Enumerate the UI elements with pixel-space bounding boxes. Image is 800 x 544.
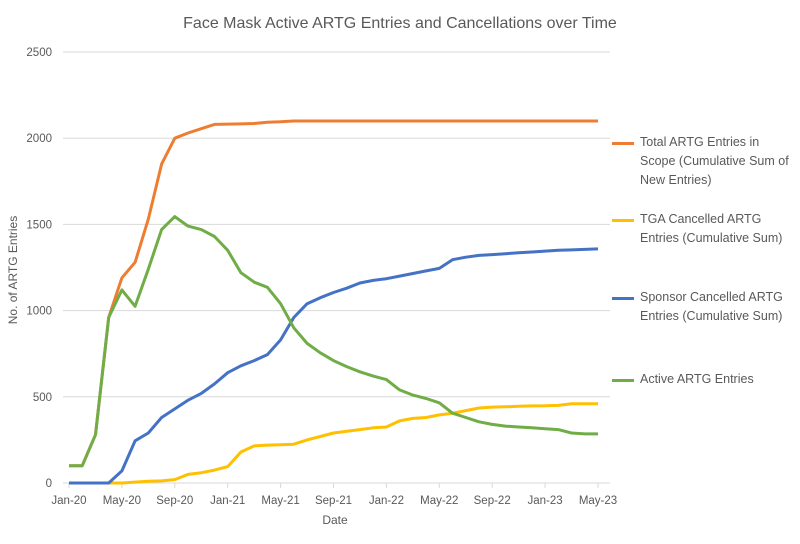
x-tick-label: May-23 — [579, 495, 617, 507]
legend-item-sponsor: Sponsor Cancelled ARTG Entries (Cumulati… — [612, 288, 792, 326]
x-tick-label: Sep-20 — [156, 495, 193, 507]
y-tick-label: 1500 — [26, 219, 52, 231]
legend-swatch — [612, 142, 634, 145]
legend-item-tga: TGA Cancelled ARTG Entries (Cumulative S… — [612, 210, 792, 248]
x-tick-label: Jan-20 — [51, 495, 86, 507]
series-line-3 — [69, 215, 598, 468]
series-line-0 — [69, 119, 598, 468]
x-tick-label: May-21 — [261, 495, 299, 507]
y-tick-label: 2500 — [26, 47, 52, 59]
x-tick-label: Jan-21 — [210, 495, 245, 507]
x-tick-label: Jan-23 — [528, 495, 563, 507]
legend-swatch — [612, 379, 634, 382]
legend-label: TGA Cancelled ARTG Entries (Cumulative S… — [640, 212, 783, 245]
x-tick-label: Sep-22 — [474, 495, 511, 507]
series-line-1 — [108, 402, 598, 485]
x-axis-label: Date — [322, 513, 348, 527]
legend-label: Total ARTG Entries in Scope (Cumulative … — [640, 135, 789, 187]
x-tick-label: May-20 — [103, 495, 141, 507]
y-tick-label: 500 — [33, 392, 52, 404]
legend-swatch — [612, 297, 634, 300]
y-axis-label: No. of ARTG Entries — [6, 216, 20, 325]
y-tick-label: 2000 — [26, 133, 52, 145]
legend-item-total: Total ARTG Entries in Scope (Cumulative … — [612, 133, 792, 190]
x-tick-label: Sep-21 — [315, 495, 352, 507]
x-tick-label: Jan-22 — [369, 495, 404, 507]
x-tick-label: May-22 — [420, 495, 458, 507]
series-line-2 — [69, 247, 599, 485]
y-tick-label: 1000 — [26, 306, 52, 318]
legend-label: Sponsor Cancelled ARTG Entries (Cumulati… — [640, 290, 783, 323]
legend-swatch — [612, 219, 634, 222]
legend-label: Active ARTG Entries — [640, 372, 754, 386]
legend-item-active: Active ARTG Entries — [612, 370, 792, 389]
chart-title: Face Mask Active ARTG Entries and Cancel… — [183, 15, 617, 32]
y-tick-label: 0 — [46, 478, 52, 490]
